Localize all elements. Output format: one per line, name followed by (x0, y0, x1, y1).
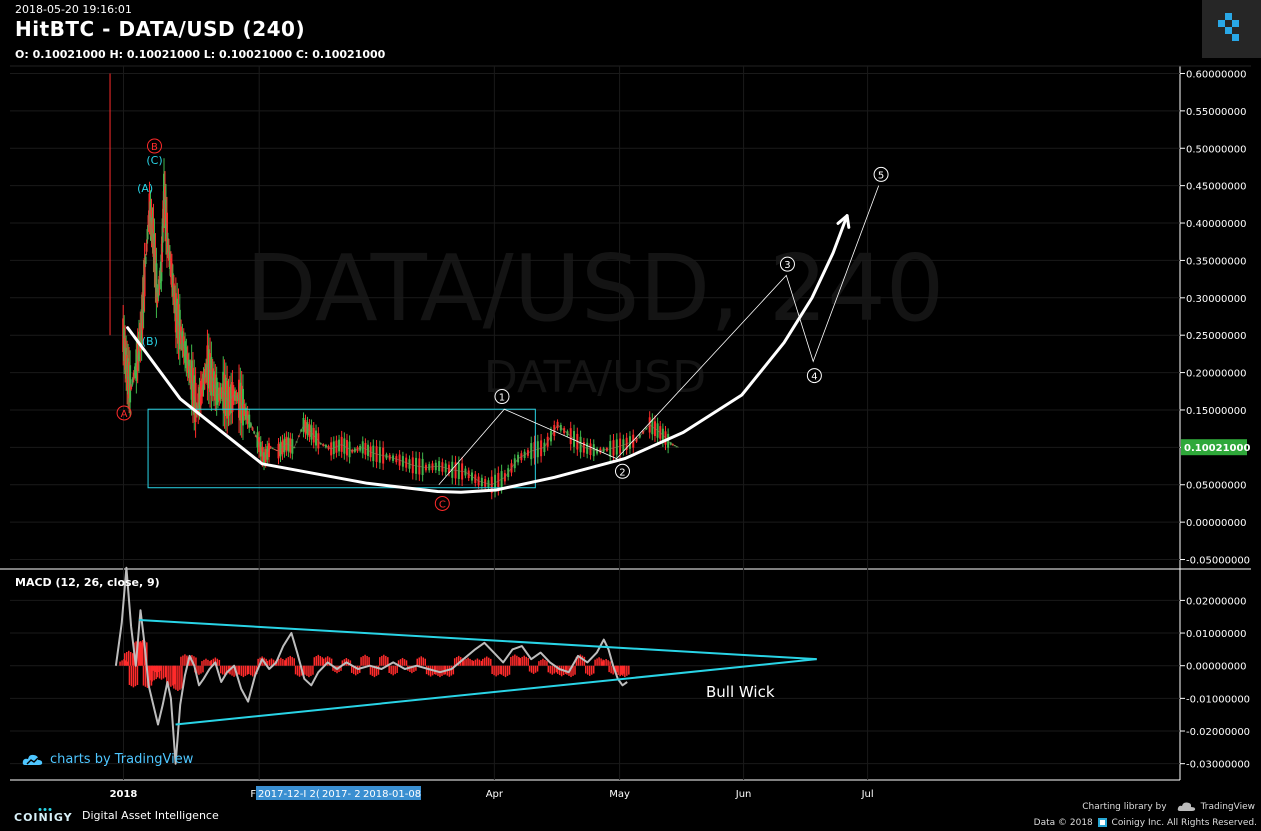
price-tick-label: 0.05000000 (1186, 481, 1246, 492)
wave-sub-label: (B) (142, 335, 158, 348)
timestamp: 2018-05-20 19:16:01 (15, 3, 132, 16)
date-range-highlight (256, 786, 421, 800)
wave-sub-label: (A) (137, 182, 153, 195)
watermark-main: DATA/USD, 240 (246, 235, 945, 342)
wave-count-circle (873, 166, 889, 182)
x-tick-label: 2018 (110, 789, 138, 800)
macd-tick-label: -0.02000000 (1186, 727, 1250, 738)
price-tick-label: 0.15000000 (1186, 406, 1246, 417)
tradingview-cloud-small-icon (1177, 802, 1195, 811)
coinigy-brand[interactable]: COINIGY Digital Asset Intelligence (14, 807, 219, 823)
date-overlay-label: 2017- 2 (322, 789, 361, 800)
price-tick-label: -0.05000000 (1186, 556, 1250, 567)
coinigy-small-icon (1097, 818, 1107, 827)
wave-count-label: 3 (784, 260, 790, 271)
price-tick-label: 0.20000000 (1186, 369, 1246, 380)
price-tick-label: 0.40000000 (1186, 219, 1246, 230)
x-tick-label: Apr (486, 789, 504, 800)
tradingview-badge[interactable]: charts by TradingView (22, 752, 193, 767)
price-line (122, 193, 679, 486)
x-tick-label: May (609, 789, 630, 800)
macd-line (114, 566, 628, 765)
wave-marker-label: B (151, 142, 158, 153)
last-price-label: 0.10021000 (1184, 443, 1250, 454)
charting-library-credit: Charting library by TradingView (1082, 801, 1255, 812)
candle-body (675, 446, 678, 448)
price-tick-label: 0.00000000 (1186, 518, 1246, 529)
wave-marker-label: C (439, 499, 446, 510)
watermark-sub: DATA/USD (484, 352, 706, 403)
price-tick-label: 0.35000000 (1186, 256, 1246, 267)
consolidation-box (147, 408, 536, 489)
wave-count-label: 4 (811, 372, 817, 383)
date-overlay-label: 2018-01-08 (363, 789, 421, 800)
coinigy-wordmark: COINIGY (14, 811, 73, 824)
macd-tick-label: 0.01000000 (1186, 629, 1246, 640)
elliott-wave-path (438, 185, 880, 485)
charting-library-label: Charting library by (1082, 801, 1167, 812)
price-tick-label: 0.60000000 (1186, 69, 1246, 80)
macd-label: MACD (12, 26, close, 9) (15, 576, 160, 589)
copyright-post: Coinigy Inc. All Rights Reserved. (1111, 818, 1257, 828)
x-tick-label: Jun (735, 789, 752, 800)
wave-count-circle (779, 256, 795, 272)
wave-marker-label: A (121, 409, 128, 420)
price-tick-label: 0.45000000 (1186, 182, 1246, 193)
triangle-lower-line (175, 658, 817, 726)
cup-curve (126, 214, 849, 494)
last-price-badge (1181, 439, 1247, 456)
tradingview-label: charts by TradingView (50, 752, 194, 767)
bull-wick-annotation: Bull Wick (706, 683, 775, 701)
coinigy-dots-icon (38, 808, 52, 811)
macd-tick-label: -0.01000000 (1186, 694, 1250, 705)
wave-count-label: 1 (499, 393, 505, 404)
coinigy-blocks-icon (1218, 13, 1239, 41)
wave-count-label: 2 (619, 467, 625, 478)
price-tick-label: 0.25000000 (1186, 331, 1246, 342)
cup-arrowhead (836, 214, 851, 229)
chart-title: HitBTC - DATA/USD (240) (15, 17, 306, 41)
wave-count-label: 5 (878, 170, 884, 181)
price-tick-label: 0.30000000 (1186, 294, 1246, 305)
wave-count-circle (494, 389, 510, 405)
wave-count-circle (614, 463, 630, 479)
wave-marker-circle (116, 405, 132, 421)
macd-tick-label: 0.02000000 (1186, 596, 1246, 607)
wave-marker-circle (146, 138, 162, 154)
price-tick-label: 0.55000000 (1186, 107, 1246, 118)
macd-tick-label: 0.00000000 (1186, 662, 1246, 673)
tradingview-short-label: TradingView (1200, 801, 1255, 812)
coinigy-corner-logo[interactable] (1202, 0, 1261, 58)
wave-marker-circle (434, 495, 450, 511)
wave-sub-label: (C) (146, 154, 162, 167)
tradingview-cloud-icon (22, 754, 43, 765)
wave-count-circle (806, 368, 822, 384)
coinigy-tagline: Digital Asset Intelligence (82, 808, 219, 822)
price-tick-label: 0.50000000 (1186, 144, 1246, 155)
x-tick-label: Jul (861, 789, 874, 800)
ohlc-readout: O: 0.10021000 H: 0.10021000 L: 0.1002100… (15, 48, 386, 61)
copyright-text: Data © 2018 Coinigy Inc. All Rights Rese… (1034, 818, 1257, 828)
macd-tick-label: -0.03000000 (1186, 760, 1250, 771)
triangle-upper-line (139, 618, 817, 661)
date-overlay-label: 2017-12-I 2( (258, 789, 320, 800)
copyright-pre: Data © 2018 (1033, 818, 1093, 828)
